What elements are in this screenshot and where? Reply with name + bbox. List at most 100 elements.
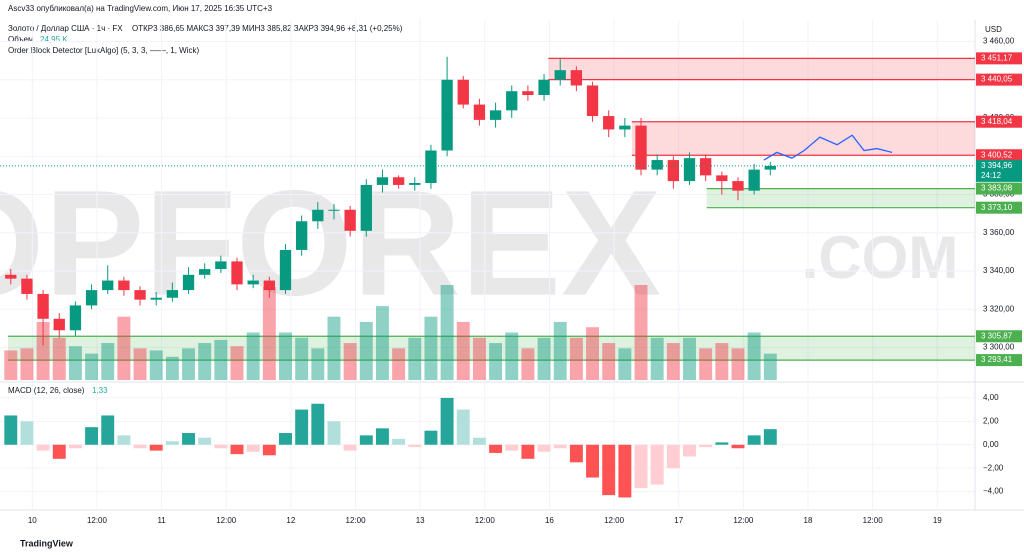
order-block xyxy=(8,336,975,361)
macd-bar xyxy=(343,444,357,451)
x-tick-label: 12:00 xyxy=(87,516,108,525)
macd-bar xyxy=(375,428,389,445)
macd-bar xyxy=(20,421,34,445)
y-tick-label: 2,00 xyxy=(983,416,999,425)
price-label: 3 305,87 xyxy=(981,331,1013,340)
x-tick-label: 10 xyxy=(28,516,37,525)
candle-body xyxy=(231,261,243,285)
watermark: TOPFOREX xyxy=(0,159,661,327)
macd-bar xyxy=(602,444,616,496)
macd-bar xyxy=(408,444,422,448)
candle-body xyxy=(506,91,518,111)
volume-bar xyxy=(408,337,422,380)
volume-bar xyxy=(133,348,147,380)
candle-body xyxy=(166,290,179,298)
x-tick-label: 12:00 xyxy=(604,516,625,525)
volume-bar xyxy=(214,339,228,380)
candle-body xyxy=(199,269,211,275)
candle-body xyxy=(263,280,275,291)
volume-bar xyxy=(230,346,244,380)
volume-bar xyxy=(182,348,195,380)
volume-bar xyxy=(68,346,82,380)
macd-bar xyxy=(666,444,680,469)
candle-body xyxy=(635,125,647,170)
volume-label: Объем xyxy=(8,35,34,44)
candle-body xyxy=(425,150,437,184)
candle-body xyxy=(21,278,33,294)
x-tick-label: 12:00 xyxy=(216,516,237,525)
volume-bar xyxy=(521,348,535,380)
volume-bar xyxy=(262,287,276,380)
y-tick-label: 3 460,00 xyxy=(983,37,1015,46)
indicator: Order Block Detector [LuxAlgo] (5, 3, 3,… xyxy=(8,46,200,55)
macd-bar xyxy=(165,441,179,445)
candle-body xyxy=(37,293,49,319)
price-label: 3 418,04 xyxy=(981,117,1013,126)
macd-bar xyxy=(456,409,470,445)
x-tick-label: 19 xyxy=(933,516,942,525)
volume-bar xyxy=(101,343,115,380)
candle-body xyxy=(328,209,340,211)
candle-body xyxy=(651,160,663,170)
candle-body xyxy=(296,221,308,250)
order-block xyxy=(706,188,975,208)
macd-bar xyxy=(85,427,99,445)
candle-body xyxy=(489,110,502,120)
x-tick-label: 11 xyxy=(157,516,166,525)
volume-bar xyxy=(763,353,777,380)
volume-bar xyxy=(36,321,50,380)
volume-bar xyxy=(392,348,406,380)
macd-bar xyxy=(763,429,777,445)
candle-body xyxy=(457,79,469,105)
macd-bar xyxy=(521,444,535,459)
x-tick-label: 18 xyxy=(804,516,813,525)
macd-bar xyxy=(133,444,147,449)
volume-bar xyxy=(359,321,373,380)
volume-bar xyxy=(586,327,600,380)
candle-body xyxy=(53,318,65,331)
candle-body xyxy=(102,280,114,291)
volume-bar xyxy=(602,343,616,380)
macd-bar xyxy=(262,444,276,456)
volume-bar xyxy=(456,321,470,380)
volume-bar xyxy=(375,306,389,380)
volume-bar xyxy=(52,337,66,380)
candle-body xyxy=(667,160,679,182)
price-label-box xyxy=(976,354,1022,367)
symbol: Золото / Доллар США · 1ч · FX xyxy=(8,24,123,33)
price-label: 3 440,05 xyxy=(981,75,1013,84)
y-tick-label: 3 300,00 xyxy=(983,343,1015,352)
volume-bar xyxy=(4,350,18,380)
macd-bar xyxy=(311,403,325,445)
volume-value: 24,95 K xyxy=(40,35,68,44)
volume-bar xyxy=(343,343,357,380)
macd-bar xyxy=(747,435,761,445)
ohlc: ОТКР3 386,65 МАКС3 397,39 МИН3 385,82 ЗА… xyxy=(132,24,403,33)
volume-bar xyxy=(569,337,583,380)
volume-bar xyxy=(117,316,131,380)
volume-bar xyxy=(650,337,664,380)
volume-bar xyxy=(279,332,292,380)
macd-bar xyxy=(650,444,664,485)
macd-bar xyxy=(699,444,713,448)
volume-bar xyxy=(666,343,680,380)
price-label-box xyxy=(976,115,1022,128)
volume-bar xyxy=(295,337,309,380)
volume-bar xyxy=(327,316,341,380)
macd-bar xyxy=(715,442,729,445)
candle-body xyxy=(150,297,162,300)
macd-bar xyxy=(505,444,519,451)
candle-body xyxy=(473,104,486,120)
candle-body xyxy=(700,158,712,176)
macd-title: MACD (12, 26, close) xyxy=(8,386,85,395)
volume-bar xyxy=(311,348,325,380)
price-label-box xyxy=(976,201,1022,214)
volume-bar xyxy=(424,316,438,380)
price-label-box xyxy=(976,182,1022,195)
macd-bar xyxy=(36,444,50,451)
volume-bar xyxy=(699,348,713,380)
x-tick-label: 17 xyxy=(674,516,683,525)
macd-bar xyxy=(440,397,454,445)
volume-bar xyxy=(246,332,260,380)
candle-body xyxy=(392,177,405,185)
